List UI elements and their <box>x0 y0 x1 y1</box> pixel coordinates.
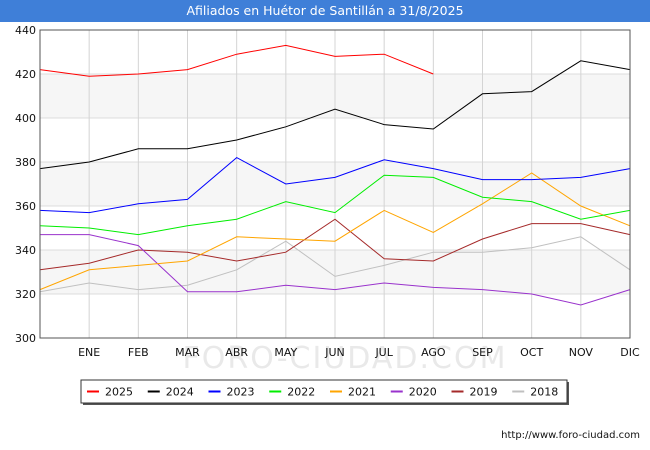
legend-box <box>80 379 568 404</box>
y-tick-label: 420 <box>15 68 36 81</box>
legend-label-2022: 2022 <box>287 386 315 399</box>
x-tick-label: NOV <box>569 346 594 359</box>
legend-label-2023: 2023 <box>227 386 255 399</box>
y-tick-label: 320 <box>15 288 36 301</box>
chart-title: Afiliados en Huétor de Santillán a 31/8/… <box>0 0 650 22</box>
footer-url[interactable]: http://www.foro-ciudad.com <box>501 430 640 441</box>
series-line-2022 <box>39 174 631 236</box>
legend-label-2021: 2021 <box>348 386 376 399</box>
watermark: FORO-CIUDAD.COM <box>183 341 508 376</box>
y-tick-label: 340 <box>15 244 36 257</box>
legend-label-2020: 2020 <box>409 386 437 399</box>
series-line-2023 <box>39 156 631 214</box>
legend-label-2025: 2025 <box>105 386 133 399</box>
x-tick-label: ABR <box>225 346 248 359</box>
y-tick-label: 380 <box>15 156 36 169</box>
series-line-2019 <box>39 218 631 271</box>
y-tick-label: 300 <box>15 332 36 345</box>
series-line-2021 <box>39 172 631 291</box>
x-tick-label: FEB <box>128 346 149 359</box>
legend-label-2019: 2019 <box>470 386 498 399</box>
x-tick-label: ENE <box>78 346 100 359</box>
legend-label-2018: 2018 <box>530 386 558 399</box>
series-line-2018 <box>39 236 631 293</box>
x-tick-label: SEP <box>472 346 493 359</box>
y-tick-label: 360 <box>15 200 36 213</box>
x-tick-label: MAY <box>274 346 297 359</box>
series-line-2025 <box>39 44 434 77</box>
plot-frame <box>39 29 631 339</box>
series-line-2020 <box>40 234 631 306</box>
series-line-2024 <box>39 60 631 170</box>
y-tick-label: 440 <box>15 24 36 37</box>
x-tick-label: JUN <box>324 346 345 359</box>
y-tick-label: 400 <box>15 112 36 125</box>
x-tick-label: MAR <box>175 346 200 359</box>
x-tick-label: DIC <box>620 346 640 359</box>
x-tick-label: JUL <box>374 346 393 359</box>
legend-label-2024: 2024 <box>166 386 194 399</box>
x-tick-label: AGO <box>421 346 446 359</box>
x-tick-label: OCT <box>520 346 543 359</box>
